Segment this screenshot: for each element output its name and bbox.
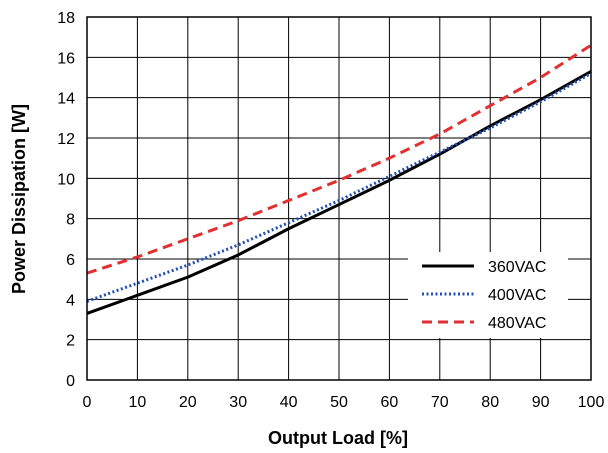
y-tick-label: 0 bbox=[66, 373, 75, 390]
x-tick-label: 0 bbox=[83, 394, 92, 411]
series-line-400vac bbox=[86, 72, 592, 303]
x-tick-label: 40 bbox=[280, 394, 298, 411]
x-tick-label: 20 bbox=[179, 394, 197, 411]
y-tick-label: 16 bbox=[57, 50, 75, 67]
x-tick-labels: 0 10 20 30 40 50 60 70 80 90 100 bbox=[83, 394, 605, 411]
legend-label-480vac: 480VAC bbox=[488, 315, 546, 332]
series-lines bbox=[86, 43, 592, 315]
plot-frame bbox=[86, 16, 592, 381]
y-tick-labels: 0 2 4 6 8 10 12 14 16 18 bbox=[57, 10, 75, 390]
y-tick-label: 18 bbox=[57, 10, 75, 27]
x-tick-label: 30 bbox=[229, 394, 247, 411]
y-tick-label: 2 bbox=[66, 333, 75, 350]
legend-label-360vac: 360VAC bbox=[488, 259, 546, 276]
y-tick-label: 8 bbox=[66, 212, 75, 229]
series-line-480vac bbox=[86, 43, 592, 275]
x-tick-label: 10 bbox=[129, 394, 147, 411]
legend: 360VAC 400VAC 480VAC bbox=[408, 252, 568, 338]
y-tick-label: 6 bbox=[66, 252, 75, 269]
y-tick-label: 12 bbox=[57, 131, 75, 148]
x-tick-label: 50 bbox=[330, 394, 348, 411]
y-tick-label: 4 bbox=[66, 292, 75, 309]
x-tick-label: 80 bbox=[481, 394, 499, 411]
x-axis-label: Output Load [%] bbox=[268, 428, 408, 448]
y-tick-label: 14 bbox=[57, 91, 75, 108]
y-tick-label: 10 bbox=[57, 171, 75, 188]
series-line-360vac bbox=[86, 70, 592, 315]
x-tick-label: 60 bbox=[381, 394, 399, 411]
x-tick-label: 90 bbox=[532, 394, 550, 411]
y-axis-label: Power Dissipation [W] bbox=[9, 104, 29, 294]
x-tick-label: 70 bbox=[431, 394, 449, 411]
legend-label-400vac: 400VAC bbox=[488, 287, 546, 304]
x-tick-label: 100 bbox=[578, 394, 605, 411]
